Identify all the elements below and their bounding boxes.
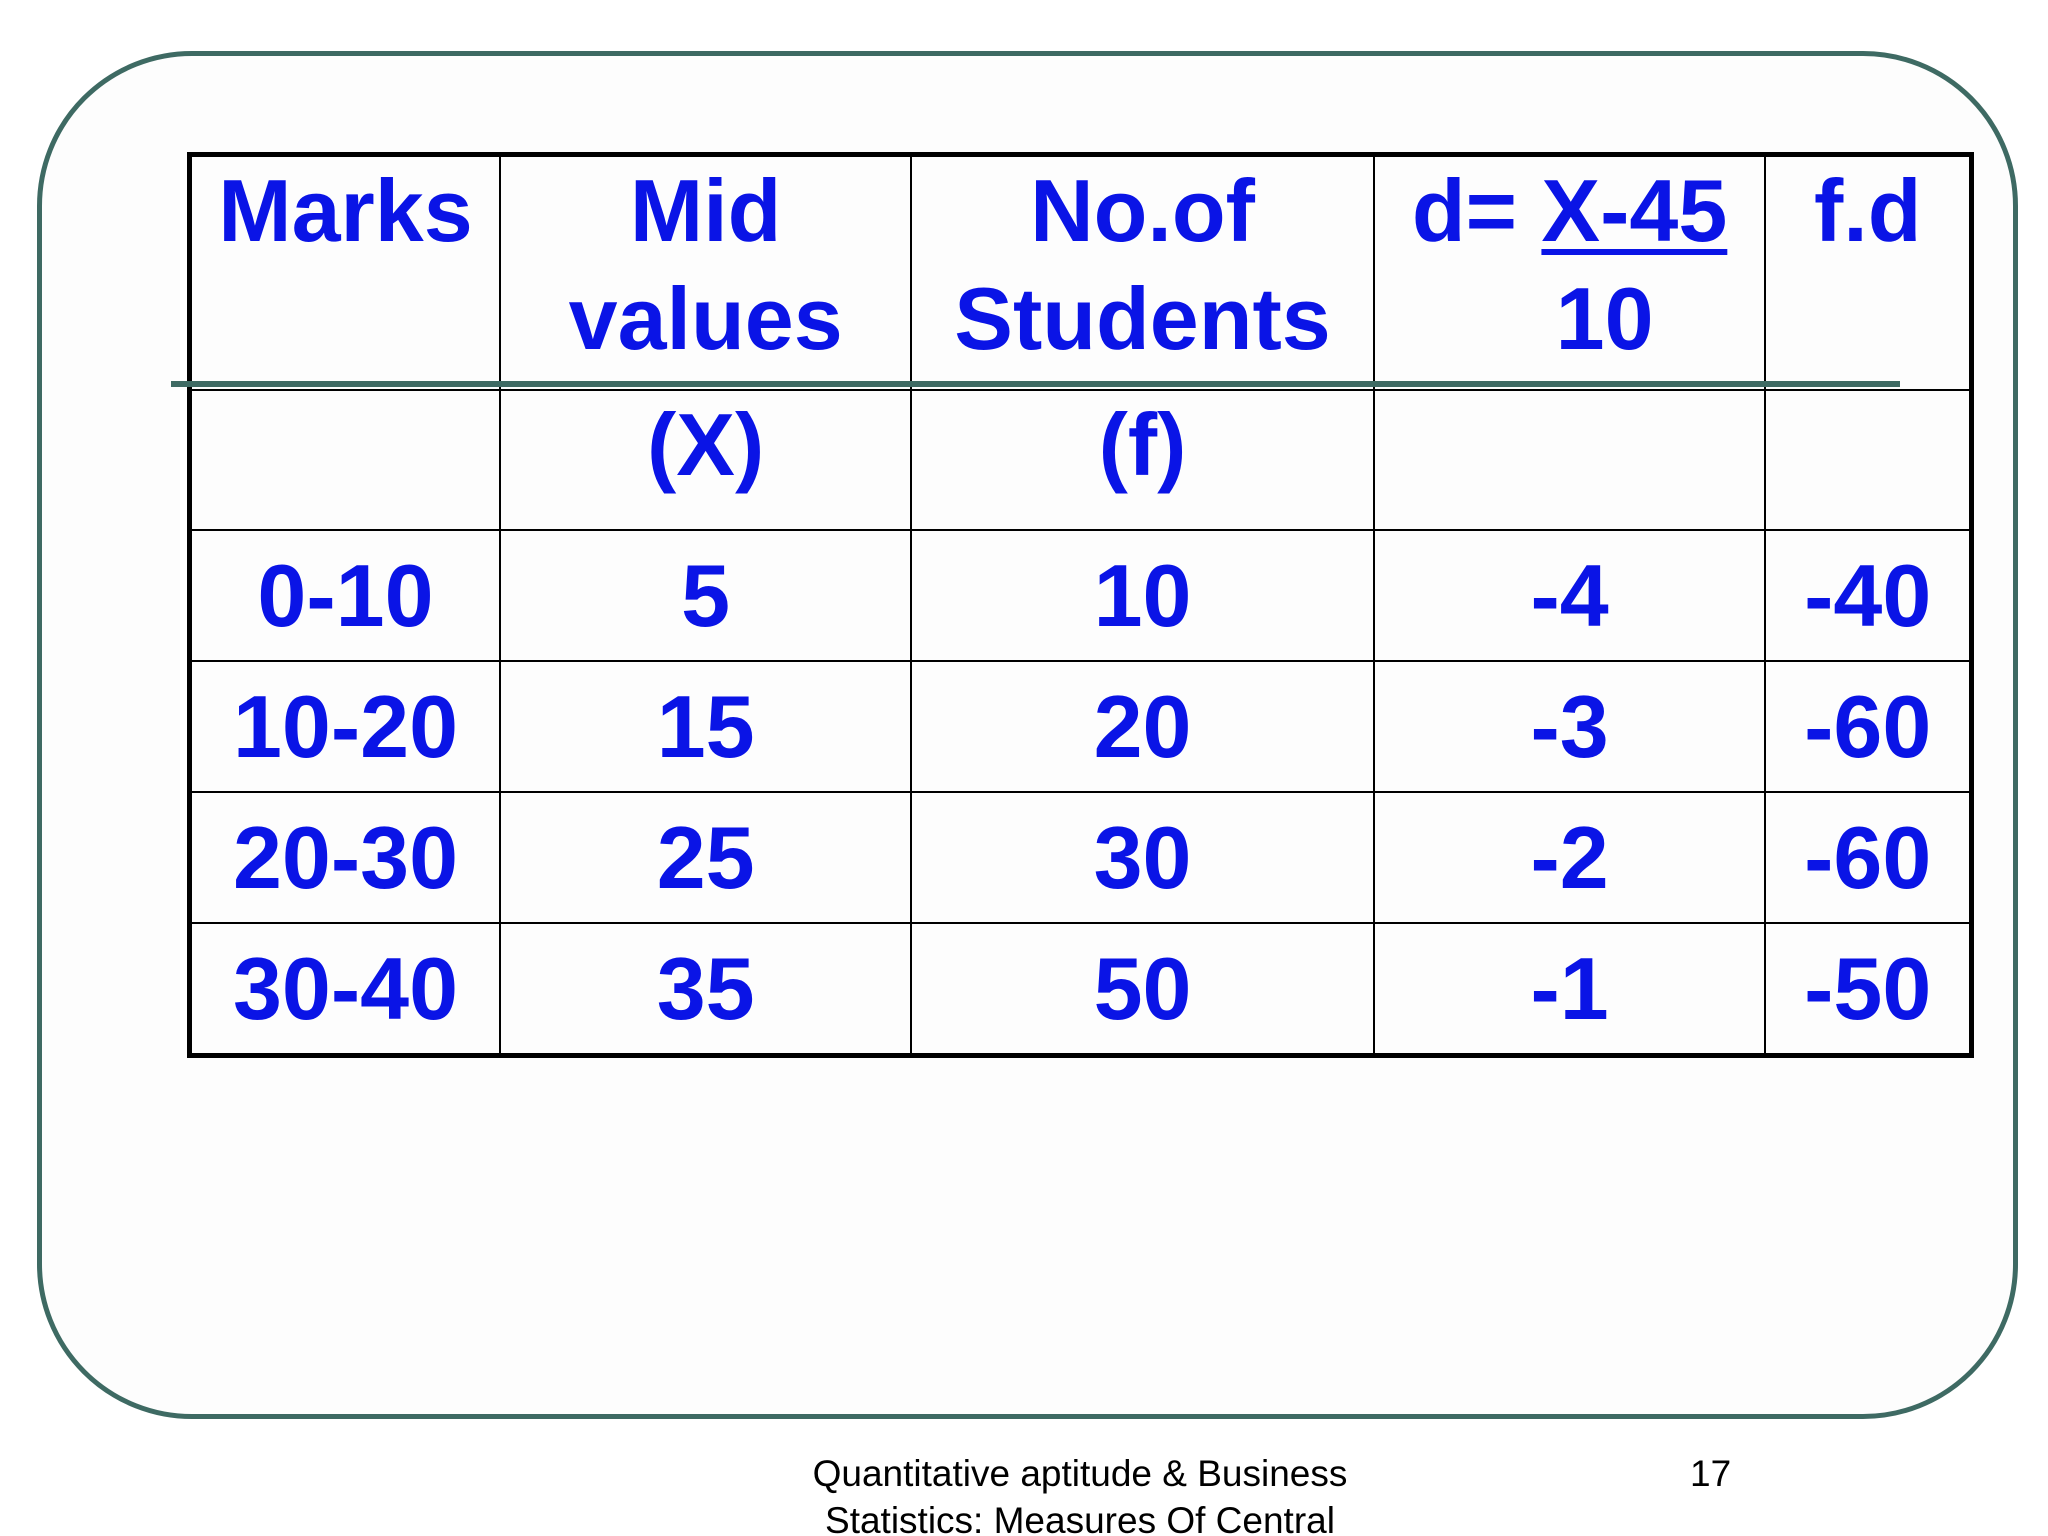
cell-marks: 20-30 xyxy=(188,791,501,924)
cell-mid: 5 xyxy=(498,529,913,662)
cell-f: 30 xyxy=(910,791,1375,924)
subheader-d xyxy=(1372,389,1767,531)
cell-fd: -60 xyxy=(1764,791,1973,924)
header-mid-values: Mid values xyxy=(498,153,913,391)
table-subheader-row: (X) (f) xyxy=(188,389,1973,531)
subheader-marks xyxy=(188,389,501,531)
header-mid-line2: values xyxy=(568,269,843,368)
d-formula-numerator-line: d= X-45 xyxy=(1375,157,1765,265)
header-mid-line1: Mid xyxy=(629,161,782,260)
header-nof-line1: No.of xyxy=(1030,161,1255,260)
d-formula-denominator: 10 xyxy=(1555,269,1654,368)
cell-fd: -60 xyxy=(1764,660,1973,793)
cell-fd: -50 xyxy=(1764,922,1973,1057)
cell-mid: 25 xyxy=(498,791,913,924)
table-header-row: Marks Mid values No.of Students d= X-45 … xyxy=(188,153,1973,391)
subheader-nof: (f) xyxy=(910,389,1375,531)
cell-marks: 10-20 xyxy=(188,660,501,793)
cell-d: -1 xyxy=(1372,922,1767,1057)
slide-footer: Quantitative aptitude & Business Statist… xyxy=(760,1450,1400,1536)
table-row: 20-30 25 30 -2 -60 xyxy=(188,791,1973,924)
d-formula-numerator: X-45 xyxy=(1541,161,1728,260)
cell-mid: 15 xyxy=(498,660,913,793)
subheader-mid: (X) xyxy=(498,389,913,531)
cell-fd: -40 xyxy=(1764,529,1973,662)
header-fd-label: f.d xyxy=(1813,161,1922,260)
cell-d: -2 xyxy=(1372,791,1767,924)
subheader-fd xyxy=(1764,389,1973,531)
header-fd: f.d xyxy=(1764,153,1973,391)
cell-d: -3 xyxy=(1372,660,1767,793)
header-marks-label: Marks xyxy=(218,161,473,260)
table-row: 10-20 15 20 -3 -60 xyxy=(188,660,1973,793)
header-d-formula: d= X-45 10 xyxy=(1372,153,1767,391)
cell-d: -4 xyxy=(1372,529,1767,662)
cell-f: 50 xyxy=(910,922,1375,1057)
cell-f: 20 xyxy=(910,660,1375,793)
table-row: 0-10 5 10 -4 -40 xyxy=(188,529,1973,662)
header-nof-line2: Students xyxy=(954,269,1331,368)
header-marks: Marks xyxy=(188,153,501,391)
subheader-mid-x: (X) xyxy=(647,395,765,494)
cell-marks: 30-40 xyxy=(188,922,501,1057)
cell-marks: 0-10 xyxy=(188,529,501,662)
title-divider-line xyxy=(171,381,1900,387)
slide-number: 17 xyxy=(1690,1453,1732,1494)
d-formula-prefix: d= xyxy=(1411,161,1542,260)
table-row: 30-40 35 50 -1 -50 xyxy=(188,922,1973,1057)
cell-mid: 35 xyxy=(498,922,913,1057)
subheader-nof-f: (f) xyxy=(1098,395,1187,494)
header-no-of-students: No.of Students xyxy=(910,153,1375,391)
frequency-table: Marks Mid values No.of Students d= X-45 … xyxy=(187,152,1974,1058)
cell-f: 10 xyxy=(910,529,1375,662)
footer-line1: Quantitative aptitude & Business xyxy=(812,1453,1348,1494)
footer-line2: Statistics: Measures Of Central xyxy=(825,1500,1335,1536)
